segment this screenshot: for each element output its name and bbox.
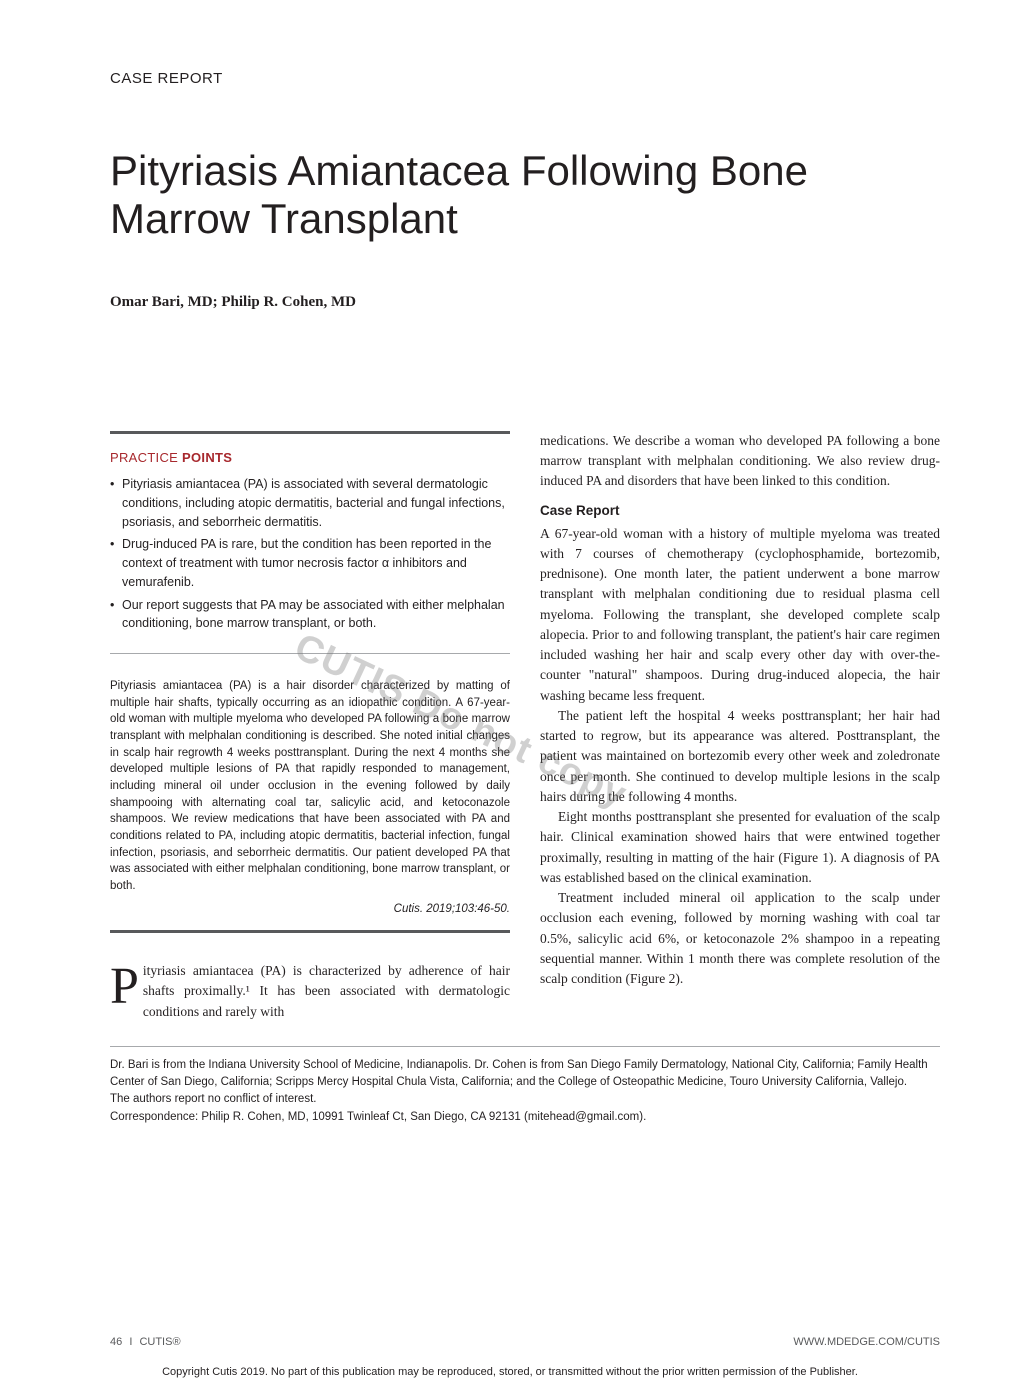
abstract-text: Pityriasis amiantacea (PA) is a hair dis… xyxy=(110,678,510,895)
case-paragraph: A 67-year-old woman with a history of mu… xyxy=(540,524,940,706)
abstract-citation: Cutis. 2019;103:46-50. xyxy=(110,901,510,918)
footer-rule xyxy=(110,1046,940,1047)
drop-cap: P xyxy=(110,961,143,1009)
practice-points-heading: PRACTICE POINTS xyxy=(110,448,510,468)
right-column: medications. We describe a woman who dev… xyxy=(540,431,940,1022)
practice-heading-bold: POINTS xyxy=(182,450,232,465)
practice-point-item: Drug-induced PA is rare, but the conditi… xyxy=(110,535,510,591)
authors: Omar Bari, MD; Philip R. Cohen, MD xyxy=(110,294,940,311)
page-number: 46 xyxy=(110,1336,122,1348)
copyright-bar: Copyright Cutis 2019. No part of this pu… xyxy=(0,1360,1020,1378)
intro-text: ityriasis amiantacea (PA) is characteriz… xyxy=(143,963,510,1019)
case-report-heading: Case Report xyxy=(540,501,940,521)
footer-separator: I xyxy=(129,1336,132,1348)
lead-continuation: medications. We describe a woman who dev… xyxy=(540,431,940,492)
footer-left: 46 I CUTIS® xyxy=(110,1336,181,1348)
case-paragraph: Eight months posttransplant she presente… xyxy=(540,807,940,888)
left-column: PRACTICE POINTS Pityriasis amiantacea (P… xyxy=(110,431,510,1022)
page-footer: 46 I CUTIS® WWW.MDEDGE.COM/CUTIS xyxy=(110,1336,940,1348)
intro-paragraph: Pityriasis amiantacea (PA) is characteri… xyxy=(110,961,510,1022)
practice-points-list: Pityriasis amiantacea (PA) is associated… xyxy=(110,475,510,633)
practice-point-item: Our report suggests that PA may be assoc… xyxy=(110,596,510,634)
case-paragraph: Treatment included mineral oil applicati… xyxy=(540,888,940,989)
two-column-layout: PRACTICE POINTS Pityriasis amiantacea (P… xyxy=(110,431,940,1022)
correspondence: Correspondence: Philip R. Cohen, MD, 109… xyxy=(110,1109,940,1126)
abstract-box: Pityriasis amiantacea (PA) is a hair dis… xyxy=(110,678,510,933)
case-paragraph: The patient left the hospital 4 weeks po… xyxy=(540,706,940,807)
affiliations-block: Dr. Bari is from the Indiana University … xyxy=(110,1057,940,1126)
article-title: Pityriasis Amiantacea Following Bone Mar… xyxy=(110,147,940,244)
journal-name: CUTIS® xyxy=(139,1336,180,1348)
practice-point-item: Pityriasis amiantacea (PA) is associated… xyxy=(110,475,510,531)
practice-points-box: PRACTICE POINTS Pityriasis amiantacea (P… xyxy=(110,431,510,655)
affiliation-line: Dr. Bari is from the Indiana University … xyxy=(110,1057,940,1092)
section-label: CASE REPORT xyxy=(110,70,940,87)
footer-url: WWW.MDEDGE.COM/CUTIS xyxy=(793,1336,940,1348)
conflict-of-interest: The authors report no conflict of intere… xyxy=(110,1091,940,1108)
practice-heading-prefix: PRACTICE xyxy=(110,450,182,465)
